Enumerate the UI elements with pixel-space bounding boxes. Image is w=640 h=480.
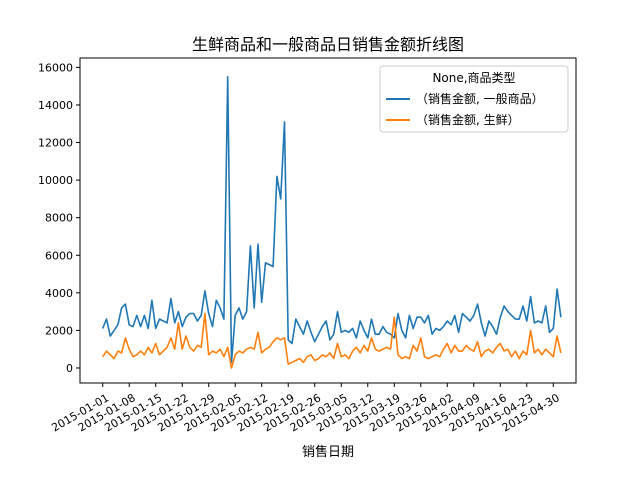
y-tick-label: 2000: [45, 324, 73, 337]
y-tick-label: 14000: [38, 99, 73, 112]
legend-box: [379, 65, 569, 133]
y-axis: 0 2000 4000 6000 8000 10000 12000 14000 16000: [38, 61, 80, 375]
chart-title: 生鲜商品和一般商品日销售金额折线图: [192, 35, 464, 54]
y-tick-label: 0: [66, 362, 73, 375]
legend-label: （销售金额, 生鲜）: [416, 112, 520, 127]
series-line-2: [102, 312, 562, 369]
x-axis-label: 销售日期: [302, 444, 354, 460]
y-tick-label: 16000: [38, 61, 73, 74]
axes-frame: [79, 57, 577, 384]
y-tick-label: 6000: [45, 249, 73, 262]
y-tick-label: 8000: [45, 212, 73, 225]
y-tick-label: 4000: [45, 287, 73, 300]
legend-label: （销售金额, 一般商品）: [416, 91, 544, 106]
series-layer: [101, 76, 562, 369]
y-tick-label: 10000: [38, 174, 73, 187]
legend-title: None,商品类型: [432, 70, 515, 85]
y-tick-label: 12000: [38, 137, 73, 150]
legend: None,商品类型 （销售金额, 一般商品） （销售金额, 生鲜）: [379, 65, 569, 133]
series-line-1: [101, 76, 562, 364]
